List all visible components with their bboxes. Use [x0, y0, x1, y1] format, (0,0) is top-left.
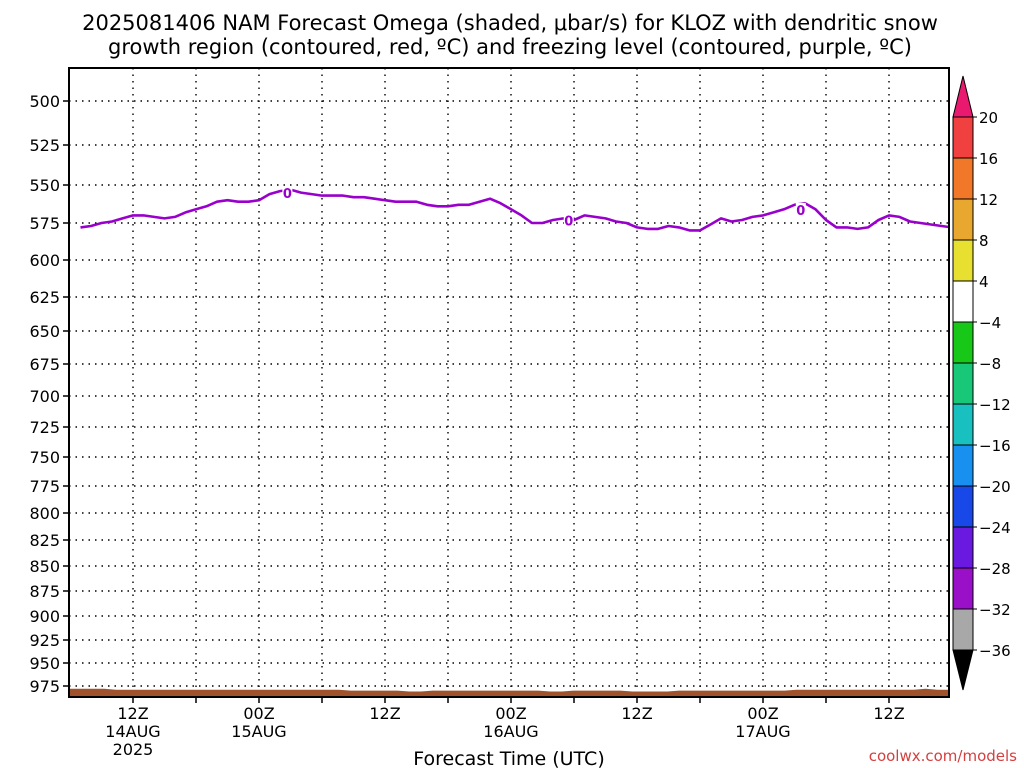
- colorbar-label: 16: [979, 150, 998, 168]
- freezing-level-line: [80, 188, 949, 232]
- colorbar-swatch: [952, 567, 974, 610]
- chart-title-line1: 2025081406 NAM Forecast Omega (shaded, μ…: [82, 11, 938, 35]
- x-tick-label: 00Z: [495, 704, 526, 723]
- y-tick-label: 975: [29, 677, 60, 696]
- colorbar-label: 12: [979, 191, 998, 209]
- x-tick-label: 12Z: [117, 704, 148, 723]
- y-tick-label: 700: [29, 387, 60, 406]
- colorbar-swatch: [952, 280, 974, 323]
- y-tick-label: 550: [29, 176, 60, 195]
- colorbar-label: −12: [979, 396, 1011, 414]
- y-axis: 500 525 550 575 600 625 650 675 700 725 750 775 800 8…: [29, 92, 69, 696]
- colorbar: 20 16 12 8 4 −4 −8 −12 −16 −20 −24 −28 −32 −36: [952, 75, 1011, 691]
- x-tick-label: 12Z: [621, 704, 652, 723]
- contour-label: 0: [796, 204, 805, 219]
- chart-title-line2: growth region (contoured, red, ºC) and f…: [108, 35, 912, 59]
- colorbar-swatch: [952, 403, 974, 446]
- y-tick-label: 600: [29, 251, 60, 270]
- colorbar-label: −8: [979, 355, 1001, 373]
- x-tick-date: 15AUG: [231, 722, 286, 741]
- x-tick-date: 16AUG: [483, 722, 538, 741]
- y-tick-label: 825: [29, 531, 60, 550]
- contour-label: 0: [564, 214, 573, 229]
- colorbar-swatch: [952, 444, 974, 487]
- colorbar-swatch: [952, 608, 974, 651]
- plot-background: [69, 68, 949, 697]
- colorbar-label: 4: [979, 273, 989, 291]
- colorbar-label: 8: [979, 232, 989, 250]
- y-tick-label: 925: [29, 631, 60, 650]
- y-tick-label: 750: [29, 448, 60, 467]
- x-tick-label: 00Z: [747, 704, 778, 723]
- x-tick-label: 12Z: [369, 704, 400, 723]
- colorbar-label: −4: [979, 314, 1001, 332]
- colorbar-label: −32: [979, 601, 1011, 619]
- x-tick-year: 2025: [113, 740, 154, 759]
- colorbar-label: −28: [979, 560, 1011, 578]
- colorbar-label: −24: [979, 519, 1011, 537]
- y-tick-label: 675: [29, 355, 60, 374]
- gridlines: [69, 68, 949, 697]
- y-tick-label: 850: [29, 557, 60, 576]
- y-tick-label: 775: [29, 477, 60, 496]
- credit-text: coolwx.com/models: [869, 747, 1017, 765]
- y-tick-label: 650: [29, 322, 60, 341]
- colorbar-swatch: [952, 198, 974, 241]
- colorbar-label: 20: [979, 109, 998, 127]
- x-tick-date: 14AUG: [105, 722, 160, 741]
- y-tick-label: 725: [29, 418, 60, 437]
- contour-label-bg: [563, 213, 574, 228]
- freezing-level-contour: 0 0 0: [80, 186, 949, 232]
- y-tick-label: 800: [29, 504, 60, 523]
- colorbar-swatch: [952, 485, 974, 528]
- y-tick-label: 875: [29, 582, 60, 601]
- y-tick-label: 500: [29, 92, 60, 111]
- terrain: [69, 688, 949, 697]
- colorbar-swatch: [952, 526, 974, 569]
- y-tick-label: 575: [29, 214, 60, 233]
- colorbar-label: −20: [979, 478, 1011, 496]
- colorbar-top-arrow: [952, 75, 974, 118]
- x-tick-label: 00Z: [243, 704, 274, 723]
- colorbar-swatch: [952, 116, 974, 159]
- contour-label-bg: [795, 202, 806, 217]
- contour-label-bg: [282, 186, 293, 201]
- plot-area: [69, 68, 949, 697]
- colorbar-swatch: [952, 321, 974, 364]
- colorbar-label: −36: [979, 642, 1011, 660]
- colorbar-label: −16: [979, 437, 1011, 455]
- colorbar-swatch: [952, 157, 974, 200]
- plot-frame: [68, 67, 950, 698]
- y-tick-label: 950: [29, 654, 60, 673]
- x-tick-label: 12Z: [873, 704, 904, 723]
- colorbar-swatch: [952, 239, 974, 282]
- y-tick-label: 900: [29, 607, 60, 626]
- x-tick-date: 17AUG: [735, 722, 790, 741]
- contour-label: 0: [283, 187, 292, 202]
- x-axis-title: Forecast Time (UTC): [413, 748, 604, 768]
- y-tick-label: 625: [29, 288, 60, 307]
- terrain-fill: [69, 688, 949, 697]
- colorbar-bottom-arrow: [952, 649, 974, 691]
- y-tick-label: 525: [29, 136, 60, 155]
- colorbar-swatch: [952, 362, 974, 405]
